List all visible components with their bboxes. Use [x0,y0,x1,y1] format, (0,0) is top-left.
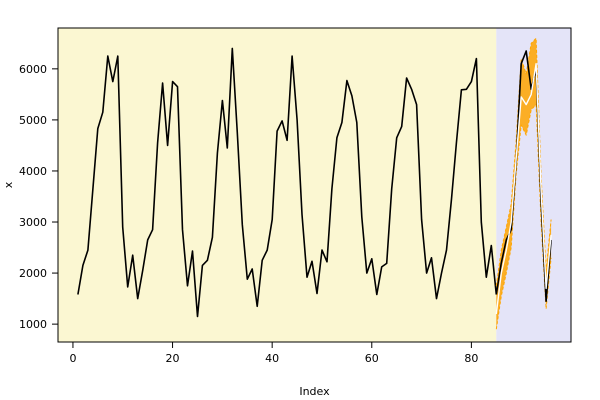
plot-frame [57,27,572,343]
series-line-observed [77,47,498,318]
background-regions [58,28,571,342]
x-tick-label: 20 [166,352,180,365]
y-axis: 1000 2000 3000 4000 5000 6000 [19,63,58,331]
y-axis-label: x [2,181,15,188]
y-tick-label: 5000 [19,114,47,127]
series-layer [77,37,552,330]
y-tick-label: 3000 [19,216,47,229]
x-tick-label: 0 [69,352,76,365]
y-tick-label: 1000 [19,318,47,331]
y-tick-label: 4000 [19,165,47,178]
background-region-observed [58,28,497,342]
y-tick-label: 6000 [19,63,47,76]
y-tick-label: 2000 [19,267,47,280]
series-line-forecast-inner [495,63,552,314]
series-line-upper-band [495,37,552,286]
x-axis: 0 20 40 60 80 [69,342,478,365]
x-tick-label: 40 [265,352,279,365]
x-tick-label: 80 [464,352,478,365]
x-axis-label: Index [299,385,330,398]
series-line-lower-band [495,104,552,330]
x-tick-label: 60 [365,352,379,365]
